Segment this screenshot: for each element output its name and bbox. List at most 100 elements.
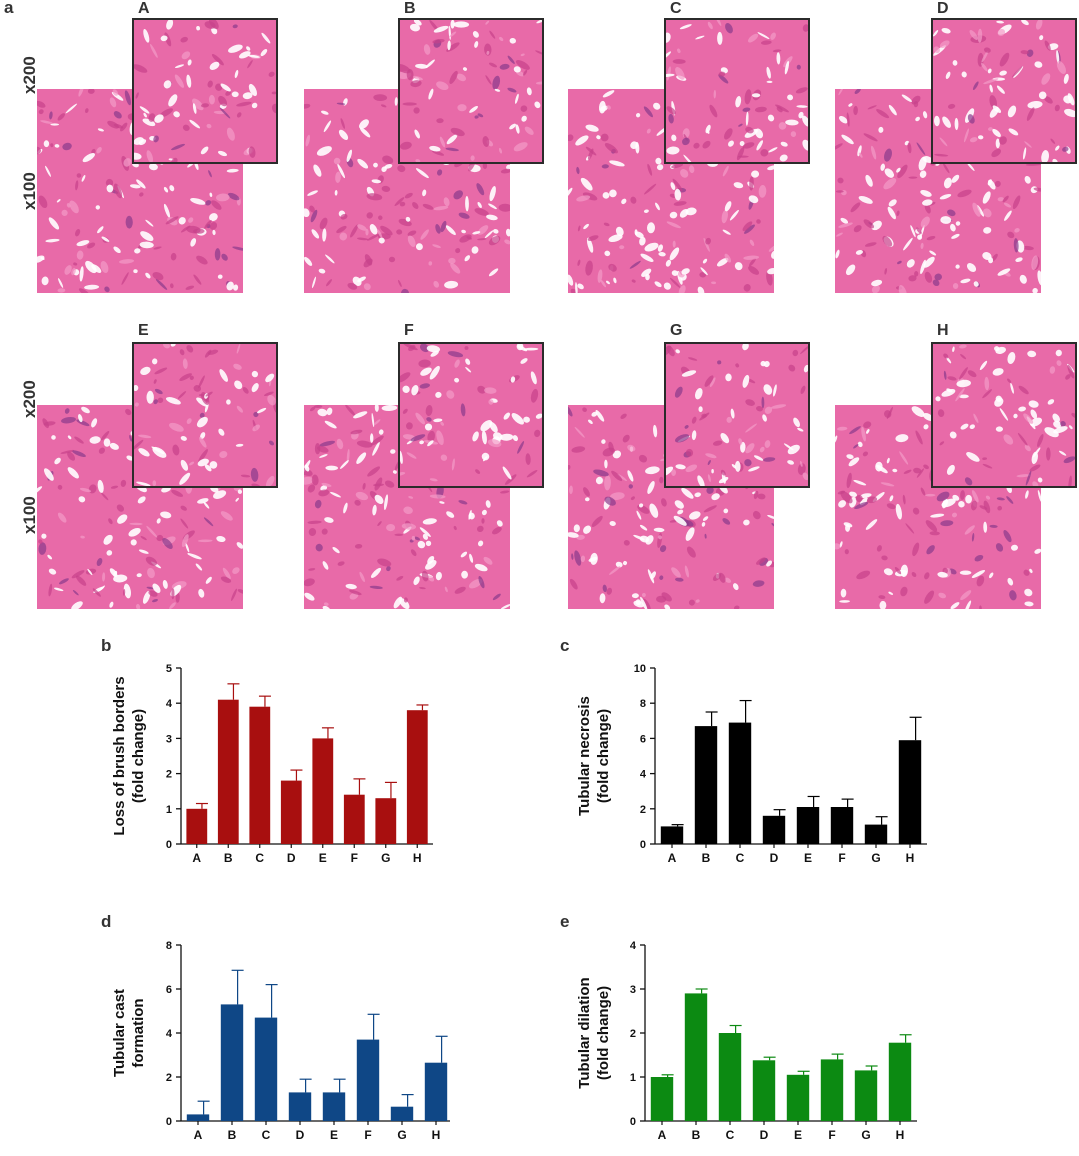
chart-e-bar-B — [684, 993, 708, 1121]
chart-c-ytick-label: 10 — [634, 663, 646, 675]
chart-e-bar-F — [820, 1059, 844, 1121]
chart-e-ytick-label: 0 — [630, 1116, 636, 1128]
chart-b-bar-A — [186, 808, 208, 844]
chart-d-bar-C — [254, 1017, 278, 1121]
chart-d-xtick-label-C: C — [262, 1128, 271, 1142]
chart-tubular-cast-formation: Tubular cast formation 0 2 4 6 8 A B C D E F G H — [111, 940, 450, 1142]
panel-c-label: c — [560, 636, 570, 655]
micrograph-e-x200-inset — [132, 342, 278, 488]
chart-e-bar-D — [752, 1060, 776, 1121]
chart-d-ytick-label: 2 — [166, 1072, 172, 1084]
chart-c-ytick-label: 6 — [640, 733, 646, 745]
chart-b-bar-G — [375, 798, 397, 844]
chart-c-bar-A — [660, 826, 684, 844]
panel-a-label: a — [4, 0, 14, 17]
chart-c-bar-F — [830, 807, 854, 844]
chart-c-ylabel-line-1: Tubular necrosis — [576, 696, 593, 816]
chart-loss-of-brush-borders: Loss of brush borders (fold change) 0 1 2 3 4 5… — [111, 663, 433, 865]
micrograph-label-g: G — [670, 322, 683, 339]
micrograph-h-x200-texture — [933, 344, 1075, 486]
chart-b-xtick-label-D: D — [287, 851, 296, 865]
micrograph-a-x200-inset — [132, 18, 278, 164]
chart-d-bar-H — [424, 1062, 448, 1121]
chart-e-xtick-label-G: G — [861, 1128, 870, 1142]
chart-c-xtick-label-E: E — [804, 851, 812, 865]
chart-b-ytick-label: 4 — [166, 698, 173, 710]
chart-e-bar-C — [718, 1033, 742, 1121]
chart-b-bar-F — [343, 794, 365, 844]
chart-c-xtick-label-G: G — [871, 851, 880, 865]
micrograph-c-x200-inset — [664, 18, 810, 164]
chart-b-bar-E — [312, 738, 334, 844]
chart-c-xtick-label-D: D — [770, 851, 779, 865]
micrograph-label-e: E — [138, 322, 149, 339]
chart-e-ylabel-line-2: (fold change) — [595, 986, 612, 1080]
chart-d-xtick-label-F: F — [364, 1128, 371, 1142]
micrograph-h-x200-inset — [931, 342, 1077, 488]
chart-b-xtick-label-F: F — [351, 851, 358, 865]
chart-d-bar-A — [186, 1114, 210, 1121]
panel-e-label: e — [560, 912, 570, 931]
chart-c-bar-H — [898, 740, 922, 844]
panel-b-label: b — [101, 636, 112, 655]
micrograph-f-x200-texture — [400, 344, 542, 486]
chart-b-bar-H — [406, 710, 428, 844]
chart-tubular-dilation: Tubular dilation (fold change) 0 1 2 3 4 A B C D E F… — [576, 940, 917, 1142]
chart-c-ylabel-line-2: (fold change) — [595, 709, 612, 803]
chart-c-ytick-label: 2 — [640, 804, 646, 816]
micrograph-label-h: H — [937, 322, 949, 339]
chart-e-bar-E — [786, 1074, 810, 1121]
chart-e-xtick-label-B: B — [692, 1128, 701, 1142]
panel-d-label: d — [101, 912, 112, 931]
chart-c-ytick-label: 0 — [640, 839, 646, 851]
chart-d-xtick-label-G: G — [397, 1128, 406, 1142]
chart-e-bar-A — [650, 1077, 674, 1121]
micrograph-e-x200-texture — [134, 344, 276, 486]
chart-b-xtick-label-H: H — [413, 851, 422, 865]
chart-b-ytick-label: 3 — [166, 733, 172, 745]
chart-b-xtick-label-E: E — [319, 851, 327, 865]
chart-b-xtick-label-G: G — [381, 851, 390, 865]
chart-d-xtick-label-E: E — [330, 1128, 338, 1142]
micrograph-b-x200-inset — [398, 18, 544, 164]
chart-c-xtick-label-F: F — [838, 851, 845, 865]
chart-b-ylabel-line-2: (fold change) — [130, 709, 147, 803]
chart-e-ytick-label: 1 — [630, 1072, 636, 1084]
micrograph-f-x200-inset — [398, 342, 544, 488]
chart-c-bar-E — [796, 807, 820, 844]
chart-c-ytick-label: 4 — [640, 769, 647, 781]
chart-b-bar-D — [280, 780, 302, 844]
chart-c-xtick-label-A: A — [668, 851, 677, 865]
chart-d-ytick-label: 4 — [166, 1028, 173, 1040]
chart-e-xtick-label-H: H — [896, 1128, 905, 1142]
chart-b-ytick-label: 1 — [166, 804, 172, 816]
micrograph-label-a: A — [138, 0, 150, 17]
chart-e-ytick-label: 4 — [630, 940, 637, 952]
chart-c-xtick-label-C: C — [736, 851, 745, 865]
micrograph-g-x200-texture — [666, 344, 808, 486]
chart-d-ylabel-line-2: formation — [130, 998, 147, 1067]
chart-b-xtick-label-B: B — [224, 851, 233, 865]
micrograph-label-c: C — [670, 0, 682, 17]
chart-c-bar-G — [864, 824, 888, 844]
micrograph-c-x200-texture — [666, 20, 808, 162]
micrograph-label-d: D — [937, 0, 949, 17]
micrograph-a-x200-texture — [134, 20, 276, 162]
chart-e-bar-G — [854, 1070, 878, 1121]
chart-c-bar-C — [728, 722, 752, 844]
chart-e-xtick-label-C: C — [726, 1128, 735, 1142]
chart-d-xtick-label-B: B — [228, 1128, 237, 1142]
chart-d-ylabel-line-1: Tubular cast — [111, 989, 128, 1077]
chart-d-xtick-label-A: A — [194, 1128, 203, 1142]
chart-b-xtick-label-C: C — [255, 851, 264, 865]
chart-d-bar-E — [322, 1092, 346, 1121]
chart-d-bar-D — [288, 1092, 312, 1121]
micrograph-g-x200-inset — [664, 342, 810, 488]
chart-b-ytick-label: 5 — [166, 663, 172, 675]
micrograph-d-x200-inset — [931, 18, 1077, 164]
chart-c-xtick-label-B: B — [702, 851, 711, 865]
chart-c-ytick-label: 8 — [640, 698, 646, 710]
micrograph-label-b: B — [404, 0, 416, 17]
chart-d-xtick-label-D: D — [296, 1128, 305, 1142]
chart-b-bar-B — [217, 699, 239, 844]
